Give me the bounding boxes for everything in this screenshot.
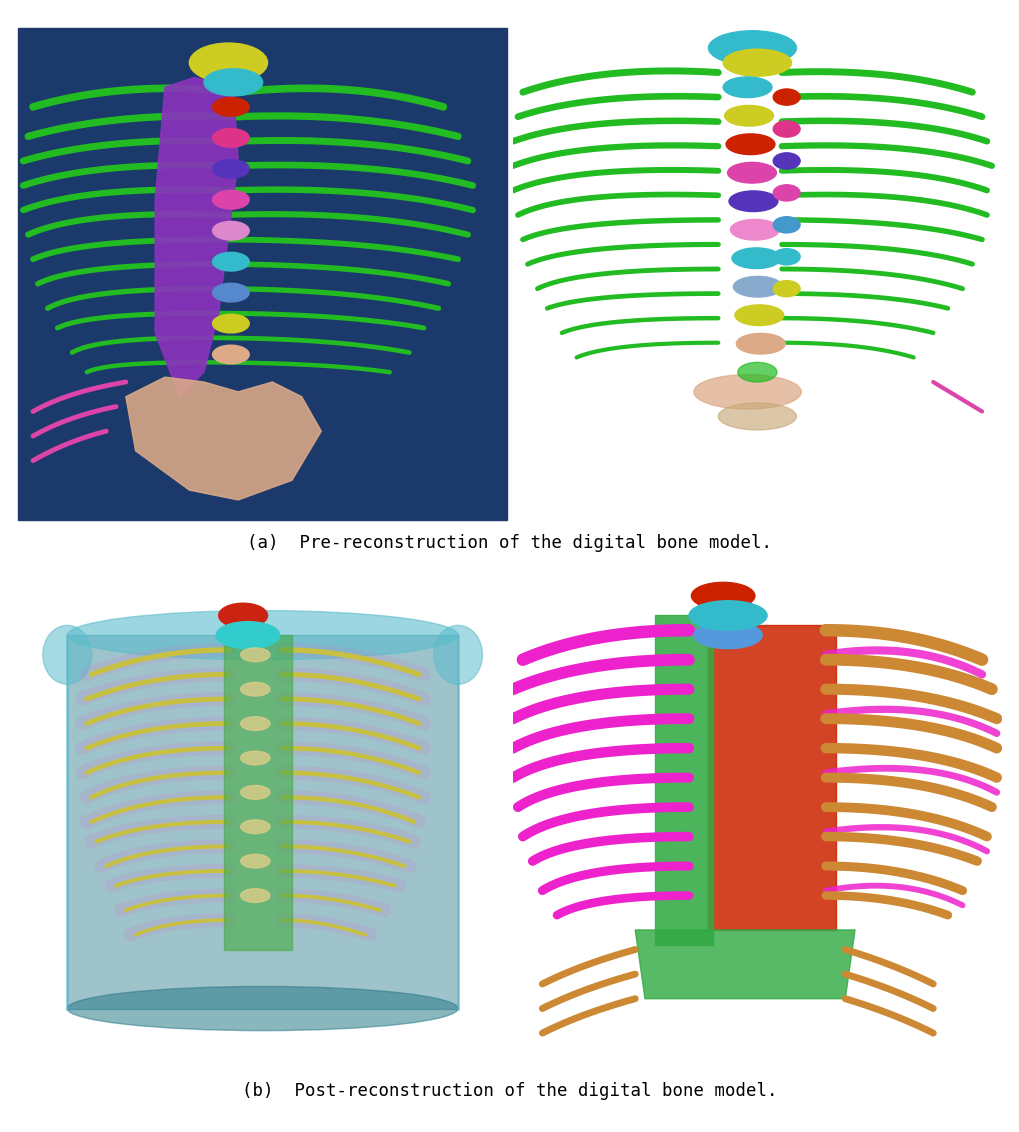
- Ellipse shape: [772, 89, 799, 105]
- Ellipse shape: [726, 134, 774, 155]
- Ellipse shape: [730, 220, 779, 240]
- Ellipse shape: [212, 97, 249, 117]
- Ellipse shape: [212, 315, 249, 333]
- Ellipse shape: [240, 752, 270, 765]
- Ellipse shape: [240, 855, 270, 868]
- Ellipse shape: [717, 403, 796, 430]
- Ellipse shape: [736, 334, 785, 354]
- Ellipse shape: [729, 191, 777, 212]
- Ellipse shape: [212, 345, 249, 363]
- Ellipse shape: [723, 105, 772, 126]
- Ellipse shape: [212, 283, 249, 302]
- Ellipse shape: [218, 603, 267, 628]
- Ellipse shape: [772, 121, 799, 137]
- Ellipse shape: [240, 820, 270, 833]
- Ellipse shape: [67, 986, 458, 1030]
- Ellipse shape: [212, 129, 249, 147]
- Text: (a)  Pre-reconstruction of the digital bone model.: (a) Pre-reconstruction of the digital bo…: [248, 534, 771, 552]
- Polygon shape: [67, 635, 458, 1009]
- Ellipse shape: [734, 305, 783, 326]
- Polygon shape: [635, 929, 854, 998]
- Polygon shape: [708, 625, 835, 929]
- Ellipse shape: [733, 276, 782, 297]
- Ellipse shape: [212, 252, 249, 271]
- Ellipse shape: [772, 249, 799, 265]
- Ellipse shape: [693, 375, 801, 409]
- Text: (b)  Post-reconstruction of the digital bone model.: (b) Post-reconstruction of the digital b…: [243, 1082, 777, 1100]
- Ellipse shape: [43, 625, 92, 684]
- Ellipse shape: [212, 160, 249, 178]
- Ellipse shape: [240, 683, 270, 696]
- Ellipse shape: [772, 185, 799, 201]
- Ellipse shape: [240, 786, 270, 799]
- Ellipse shape: [722, 49, 791, 76]
- Ellipse shape: [737, 362, 776, 381]
- Ellipse shape: [240, 648, 270, 662]
- Ellipse shape: [67, 610, 458, 660]
- Ellipse shape: [688, 601, 766, 631]
- Ellipse shape: [433, 625, 482, 684]
- Ellipse shape: [722, 77, 771, 97]
- Ellipse shape: [772, 153, 799, 169]
- Polygon shape: [223, 635, 291, 950]
- Polygon shape: [654, 616, 712, 944]
- Ellipse shape: [772, 216, 799, 233]
- Ellipse shape: [212, 222, 249, 240]
- Ellipse shape: [693, 621, 761, 649]
- Polygon shape: [155, 77, 238, 397]
- Ellipse shape: [772, 281, 799, 297]
- Ellipse shape: [216, 621, 279, 649]
- Ellipse shape: [190, 43, 267, 83]
- Polygon shape: [125, 377, 321, 500]
- Ellipse shape: [240, 889, 270, 902]
- Ellipse shape: [708, 31, 796, 66]
- Ellipse shape: [212, 190, 249, 209]
- Ellipse shape: [727, 162, 775, 183]
- Ellipse shape: [204, 69, 263, 96]
- Ellipse shape: [240, 717, 270, 730]
- Ellipse shape: [691, 582, 754, 609]
- Ellipse shape: [732, 248, 780, 268]
